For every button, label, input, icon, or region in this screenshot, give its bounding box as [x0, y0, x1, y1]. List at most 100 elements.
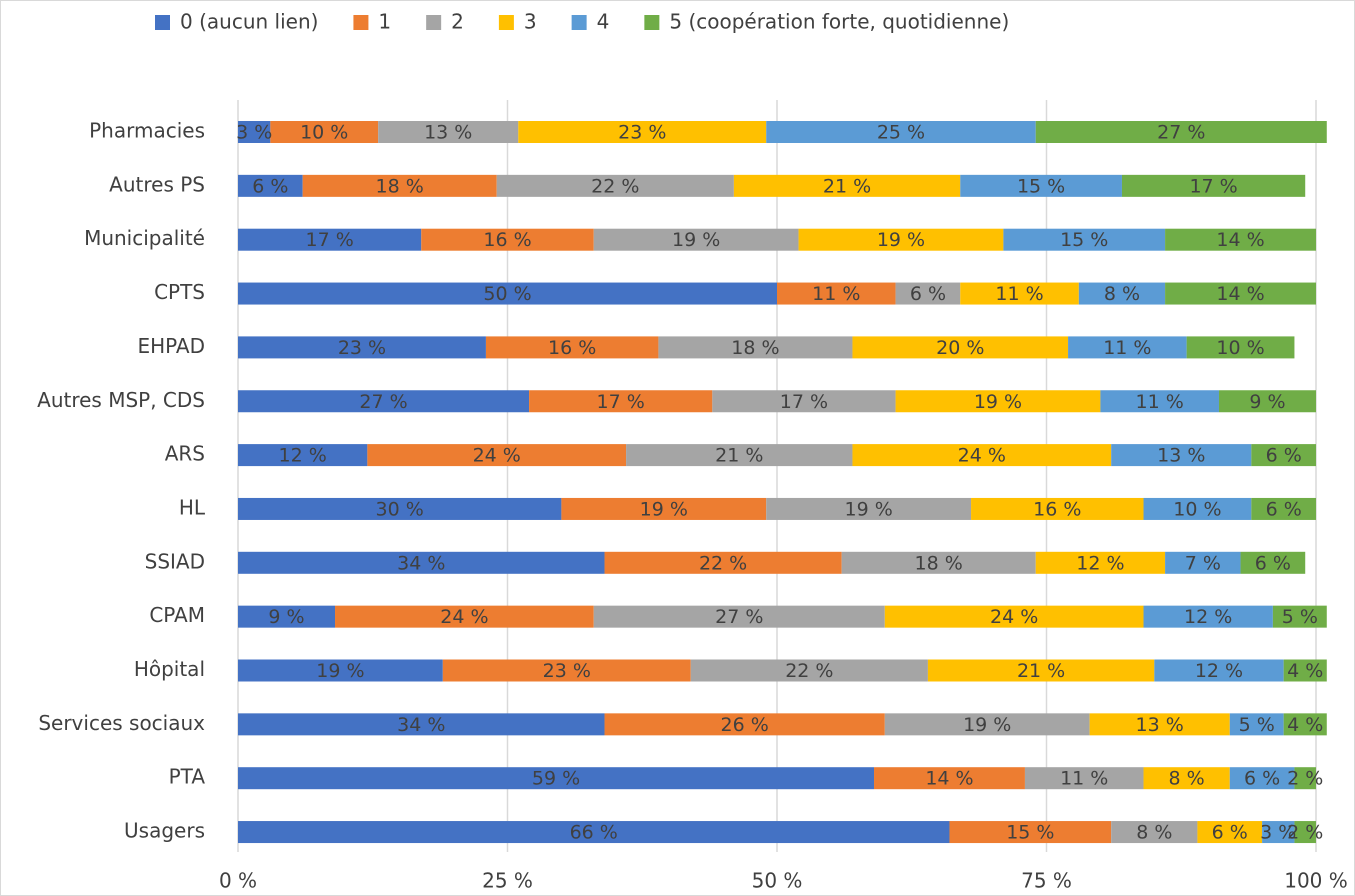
bar-segment [1143, 605, 1273, 628]
data-label: 19 % [316, 660, 364, 682]
data-label: 14 % [1216, 229, 1264, 251]
bar-segment [561, 497, 767, 520]
data-label: 17 % [597, 391, 645, 413]
bar-segment [238, 228, 422, 251]
y-tick-label: EHPAD [137, 334, 205, 358]
bar-segment [960, 282, 1079, 305]
data-label: 27 % [1157, 122, 1205, 144]
y-tick-label: Pharmacies [89, 119, 205, 143]
data-label: 34 % [397, 552, 445, 574]
y-tick-label: CPAM [149, 603, 205, 627]
data-label: 12 % [279, 445, 327, 467]
y-tick-label: Services sociaux [38, 711, 205, 735]
bar-segment [960, 174, 1122, 197]
legend-label: 4 [597, 10, 610, 34]
bar-segment [1283, 659, 1327, 682]
data-label: 66 % [570, 822, 618, 844]
bar-segment [485, 336, 659, 359]
data-label: 10 % [1216, 337, 1264, 359]
bar-segment [949, 821, 1112, 844]
data-label: 12 % [1195, 660, 1243, 682]
labels: 0 % 25 % 50 % 75 % 100 % Pharmacies 3 % 10 % 13 … [37, 119, 1348, 893]
legend-label: 2 [451, 10, 464, 34]
data-label: 30 % [376, 498, 424, 520]
data-label: 13 % [1157, 445, 1205, 467]
bar-segment [1143, 497, 1252, 520]
data-label: 13 % [424, 122, 472, 144]
bar-segment [1068, 336, 1187, 359]
legend: 0 (aucun lien) 1 2 3 4 5 (coopération forte, … [155, 10, 1009, 34]
bar-segment [302, 174, 497, 197]
bar-segment [1100, 390, 1219, 413]
bar-segment [593, 605, 885, 628]
bar-segment [927, 659, 1155, 682]
data-label: 21 % [715, 445, 763, 467]
data-label: 6 % [1255, 552, 1291, 574]
bar-segment [798, 228, 1004, 251]
data-label: 22 % [699, 552, 747, 574]
data-label: 7 % [1185, 552, 1221, 574]
data-label: 17 % [1189, 175, 1237, 197]
data-label: 11 % [1136, 391, 1184, 413]
bar-segment [626, 444, 853, 467]
bar-segment [1283, 713, 1327, 736]
data-label: 4 % [1287, 660, 1323, 682]
bar-segment [1197, 821, 1263, 844]
data-label: 22 % [785, 660, 833, 682]
y-tick-label: Autres MSP, CDS [37, 388, 205, 412]
data-label: 15 % [1006, 822, 1054, 844]
bar-segment [238, 551, 605, 574]
data-label: 10 % [1173, 498, 1221, 520]
bar-segment [1272, 605, 1327, 628]
data-label: 8 % [1136, 822, 1172, 844]
legend-swatch [571, 15, 587, 30]
bar-segment [1143, 767, 1230, 790]
x-tick-label: 50 % [752, 869, 803, 893]
bar-segment [1111, 444, 1252, 467]
legend-label: 0 (aucun lien) [180, 10, 318, 34]
data-label: 13 % [1136, 714, 1184, 736]
bar-segment [1294, 821, 1316, 844]
data-label: 15 % [1017, 175, 1065, 197]
data-label: 18 % [915, 552, 963, 574]
legend-swatch [426, 15, 442, 30]
x-tick-label: 100 % [1284, 869, 1348, 893]
bar-segment [238, 174, 303, 197]
data-label: 6 % [910, 283, 946, 305]
data-label: 23 % [618, 122, 666, 144]
legend-swatch [353, 15, 369, 30]
bar-segment [658, 336, 853, 359]
bar-segment [238, 821, 950, 844]
bar-segment [777, 282, 896, 305]
data-label: 50 % [483, 283, 531, 305]
y-tick-label: CPTS [154, 280, 205, 304]
bar-segment [733, 174, 961, 197]
data-label: 14 % [925, 768, 973, 790]
data-label: 26 % [721, 714, 769, 736]
bar-segment [442, 659, 691, 682]
bar-segment [884, 605, 1144, 628]
bar-segment [1186, 336, 1295, 359]
bar-segment [238, 605, 336, 628]
bar-segment [238, 336, 486, 359]
data-label: 14 % [1216, 283, 1264, 305]
bar-segment [1121, 174, 1306, 197]
bar-segment [874, 767, 1025, 790]
data-label: 19 % [963, 714, 1011, 736]
legend-label: 5 (coopération forte, quotidienne) [669, 10, 1009, 34]
data-label: 9 % [1249, 391, 1285, 413]
data-label: 22 % [591, 175, 639, 197]
bar-segment [1240, 551, 1306, 574]
data-label: 23 % [338, 337, 386, 359]
legend-label: 1 [378, 10, 391, 34]
bar-segment [518, 121, 767, 143]
bar-segment [1229, 767, 1295, 790]
bar-segment [378, 121, 519, 143]
y-tick-label: ARS [165, 442, 205, 466]
y-tick-label: Municipalité [84, 226, 205, 250]
bar-segment [238, 282, 777, 305]
bar-segment [604, 713, 885, 736]
data-label: 27 % [715, 606, 763, 628]
data-label: 3 % [1260, 822, 1296, 844]
